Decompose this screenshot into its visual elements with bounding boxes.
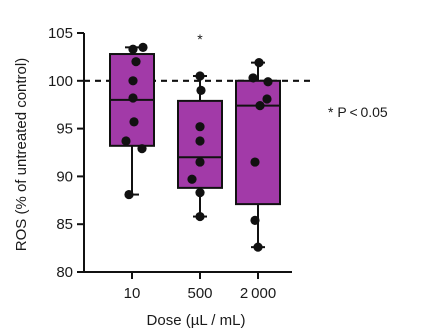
x-axis: 10 500 2 000 bbox=[84, 271, 292, 302]
y-tick-label: 80 bbox=[56, 264, 73, 281]
y-tick-label: 90 bbox=[56, 168, 73, 185]
data-point bbox=[138, 42, 148, 52]
data-point bbox=[195, 188, 205, 198]
box-3 bbox=[235, 58, 281, 252]
y-axis: 80 85 90 95 100 105 bbox=[48, 25, 85, 281]
significance-mark: * bbox=[197, 31, 203, 47]
data-point bbox=[195, 136, 205, 146]
data-point bbox=[137, 144, 147, 154]
data-point bbox=[250, 157, 260, 167]
data-point bbox=[128, 44, 138, 54]
data-point bbox=[253, 242, 263, 252]
x-axis-title: Dose (µL / mL) bbox=[147, 312, 246, 329]
data-point bbox=[124, 189, 134, 200]
data-point bbox=[263, 77, 273, 87]
data-point bbox=[131, 57, 141, 67]
box-2 bbox=[177, 71, 223, 222]
data-point bbox=[128, 76, 138, 86]
y-tick-label: 105 bbox=[48, 25, 73, 42]
y-axis-title: ROS (% of untreated control) bbox=[13, 58, 30, 251]
box-iqr bbox=[235, 79, 281, 206]
data-point bbox=[129, 117, 139, 127]
data-point bbox=[121, 136, 131, 146]
boxes: * bbox=[109, 31, 281, 252]
x-tick-label: 2 000 bbox=[240, 285, 276, 302]
y-tick-label: 85 bbox=[56, 216, 73, 233]
x-tick-label: 500 bbox=[187, 285, 212, 302]
y-tick-label: 100 bbox=[48, 73, 73, 90]
data-point bbox=[254, 58, 264, 68]
data-point bbox=[250, 215, 260, 225]
data-point bbox=[195, 157, 205, 167]
data-point bbox=[262, 94, 272, 104]
data-point bbox=[196, 85, 206, 95]
x-tick-label: 10 bbox=[124, 285, 141, 302]
data-point bbox=[255, 101, 265, 111]
data-point bbox=[187, 174, 197, 184]
box-1 bbox=[109, 42, 155, 200]
significance-legend: * P < 0.05 bbox=[328, 104, 388, 120]
data-point bbox=[195, 71, 205, 81]
data-point bbox=[195, 211, 205, 222]
data-point bbox=[195, 122, 205, 132]
y-tick-label: 95 bbox=[56, 121, 73, 138]
data-point bbox=[248, 73, 258, 83]
data-point bbox=[128, 93, 138, 103]
